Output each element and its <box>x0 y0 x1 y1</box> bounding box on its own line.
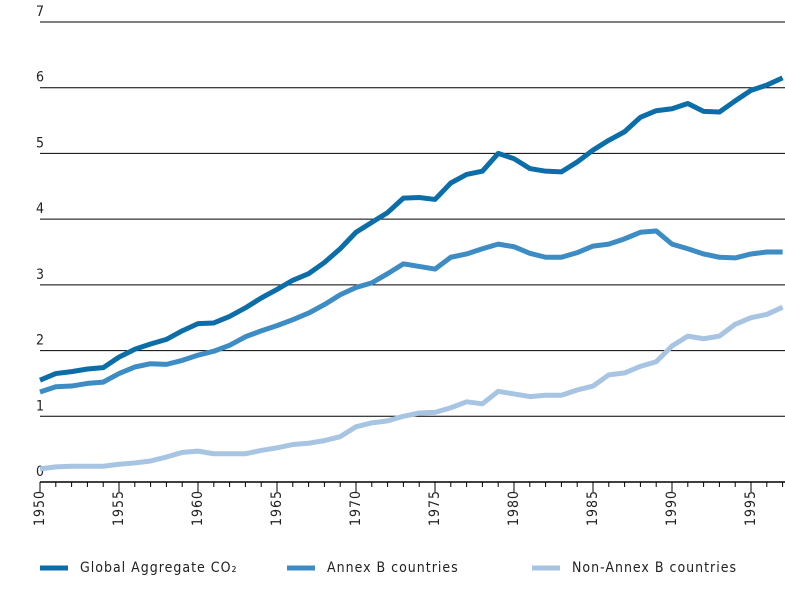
x-tick-label: 1990 <box>664 490 680 526</box>
series-line <box>39 228 783 395</box>
series-line <box>39 304 784 472</box>
x-tick-label: 1985 <box>585 490 601 526</box>
y-tick-label: 3 <box>36 267 45 283</box>
x-tick-label: 1970 <box>348 490 364 526</box>
legend-label: Global Aggregate CO₂ <box>80 560 238 576</box>
x-tick-label: 1955 <box>111 490 127 526</box>
y-tick-label: 6 <box>36 70 45 86</box>
y-tick-label: 7 <box>36 4 45 20</box>
x-tick-label: 1980 <box>506 490 522 526</box>
y-tick-label: 0 <box>36 464 45 480</box>
x-tick-label: 1975 <box>427 490 443 526</box>
y-tick-label: 1 <box>36 398 45 414</box>
series-line <box>39 75 784 383</box>
legend-label: Non-Annex B countries <box>572 560 737 576</box>
y-tick-label: 4 <box>36 201 45 217</box>
x-tick-label: 1995 <box>743 490 759 526</box>
x-tick-label: 1950 <box>32 490 48 526</box>
legend-label: Annex B countries <box>327 560 459 576</box>
x-tick-label: 1965 <box>269 490 285 526</box>
x-tick-label: 1960 <box>190 490 206 526</box>
y-tick-label: 2 <box>36 333 45 349</box>
y-tick-label: 5 <box>36 135 45 151</box>
